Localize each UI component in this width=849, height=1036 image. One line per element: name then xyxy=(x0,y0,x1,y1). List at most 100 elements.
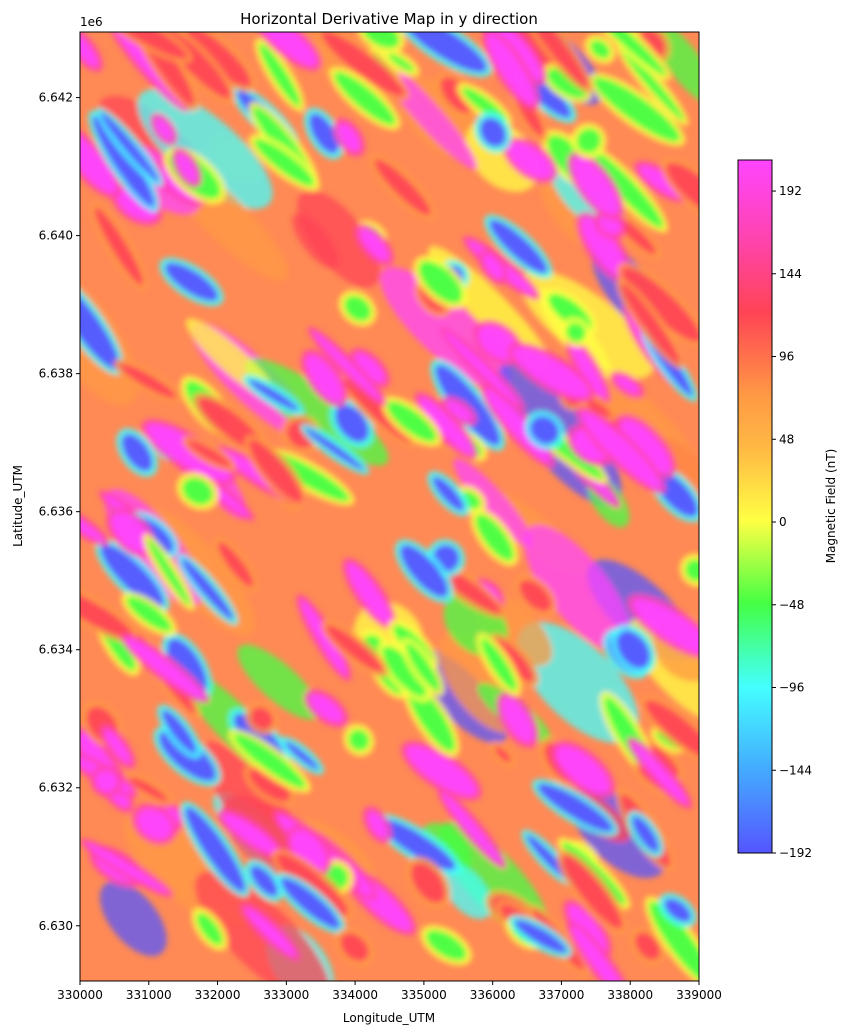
anomaly-core xyxy=(571,925,629,981)
x-tick-label: 334000 xyxy=(332,988,378,1002)
anomaly-core xyxy=(176,153,198,183)
y-tick-label: 6.640 xyxy=(39,229,73,243)
anomaly-core xyxy=(166,638,208,695)
anomaly-core xyxy=(520,32,589,88)
anomaly-core xyxy=(547,68,587,98)
x-tick-label: 330000 xyxy=(57,988,103,1002)
anomaly-core xyxy=(635,932,660,960)
anomaly-core xyxy=(649,901,699,981)
anomaly-core xyxy=(489,219,548,274)
anomaly-core xyxy=(116,188,158,221)
y-tick-label: 6.630 xyxy=(39,919,73,933)
anomaly-patch xyxy=(523,524,632,653)
anomaly-core xyxy=(100,544,165,608)
anomaly-core xyxy=(245,907,296,957)
anomaly-core xyxy=(309,113,339,154)
anomaly-core xyxy=(387,53,415,72)
anomaly-core xyxy=(419,397,473,455)
anomaly-core xyxy=(566,322,586,342)
anomaly-core xyxy=(186,32,251,87)
anomaly-core xyxy=(561,854,623,929)
anomaly-core xyxy=(530,416,560,445)
anomaly-core xyxy=(481,638,517,691)
x-tick-label: 333000 xyxy=(263,988,309,1002)
anomaly-core xyxy=(494,746,511,763)
anomaly-core xyxy=(590,150,664,228)
anomaly-patch xyxy=(292,213,339,269)
anomaly-core xyxy=(344,295,372,322)
anomaly-patch xyxy=(441,863,492,920)
anomaly-core xyxy=(405,643,440,691)
anomaly-core xyxy=(337,123,361,152)
anomaly-core xyxy=(95,770,117,792)
colorbar-tick-label: −96 xyxy=(779,681,804,695)
anomaly-core xyxy=(367,811,388,839)
y-axis-label: Latitude_UTM xyxy=(11,465,25,547)
anomaly-core xyxy=(305,428,365,471)
anomaly-core xyxy=(446,400,472,421)
anomaly-core xyxy=(374,159,431,216)
x-tick-label: 336000 xyxy=(470,988,516,1002)
anomaly-core xyxy=(334,404,369,443)
anomaly-core xyxy=(569,340,606,399)
anomaly-core xyxy=(257,32,317,67)
anomaly-core xyxy=(620,419,671,474)
anomaly-blobs xyxy=(80,32,699,981)
x-tick-label: 337000 xyxy=(539,988,585,1002)
anomaly-core xyxy=(276,854,349,916)
anomaly-core xyxy=(581,217,627,278)
anomaly-core xyxy=(632,816,659,852)
anomaly-core xyxy=(594,77,680,142)
anomaly-core xyxy=(580,411,662,490)
anomaly-core xyxy=(326,625,384,673)
anomaly-core xyxy=(181,559,234,620)
colorbar-tick-label: 192 xyxy=(779,184,802,198)
anomaly-core xyxy=(250,865,279,897)
anomaly-core xyxy=(126,597,172,632)
anomaly-core xyxy=(615,376,640,394)
anomaly-core xyxy=(80,128,117,194)
anomaly-core xyxy=(590,40,611,59)
x-tick-label: 339000 xyxy=(676,988,722,1002)
anomaly-core xyxy=(249,768,291,802)
anomaly-core xyxy=(586,32,666,76)
y-tick-label: 6.634 xyxy=(39,643,73,657)
anomaly-core xyxy=(361,32,400,49)
anomaly-core xyxy=(622,267,699,342)
anomaly-patch xyxy=(237,644,320,720)
anomaly-core xyxy=(486,34,536,105)
anomaly-core xyxy=(121,433,153,472)
anomaly-core xyxy=(441,792,503,865)
anomaly-core xyxy=(576,128,602,154)
anomaly-core xyxy=(80,588,134,639)
anomaly-core xyxy=(479,117,507,148)
x-tick-label: 335000 xyxy=(401,988,447,1002)
anomaly-core xyxy=(620,283,680,364)
plot-frame xyxy=(79,31,700,982)
colorbar-ticks: −192 −144 −96 −48 0 48 96 144 192 xyxy=(772,184,812,860)
anomaly-core xyxy=(382,646,427,697)
anomaly-core xyxy=(80,279,120,370)
x-tick-label: 338000 xyxy=(607,988,653,1002)
anomaly-core xyxy=(340,933,369,962)
anomaly-core xyxy=(280,878,341,929)
anomaly-core xyxy=(475,514,514,561)
anomaly-core xyxy=(92,115,155,207)
y-axis-ticks: 6.630 6.632 6.634 6.636 6.638 6.640 6.642 xyxy=(39,91,80,933)
x-axis-label: Longitude_UTM xyxy=(343,1011,435,1025)
anomaly-core xyxy=(631,741,688,804)
anomaly-core xyxy=(162,710,197,754)
anomaly-core xyxy=(334,71,396,126)
colorbar-tick-label: 96 xyxy=(779,350,794,364)
anomaly-core xyxy=(234,734,306,789)
x-tick-label: 332000 xyxy=(195,988,241,1002)
anomaly-core xyxy=(111,512,151,553)
anomaly-core xyxy=(119,363,177,399)
y-tick-label: 6.638 xyxy=(39,367,73,381)
y-tick-label: 6.636 xyxy=(39,505,73,519)
anomaly-patch xyxy=(137,89,273,209)
anomaly-core xyxy=(321,32,404,97)
anomaly-core xyxy=(147,538,191,606)
anomaly-core xyxy=(104,729,131,764)
